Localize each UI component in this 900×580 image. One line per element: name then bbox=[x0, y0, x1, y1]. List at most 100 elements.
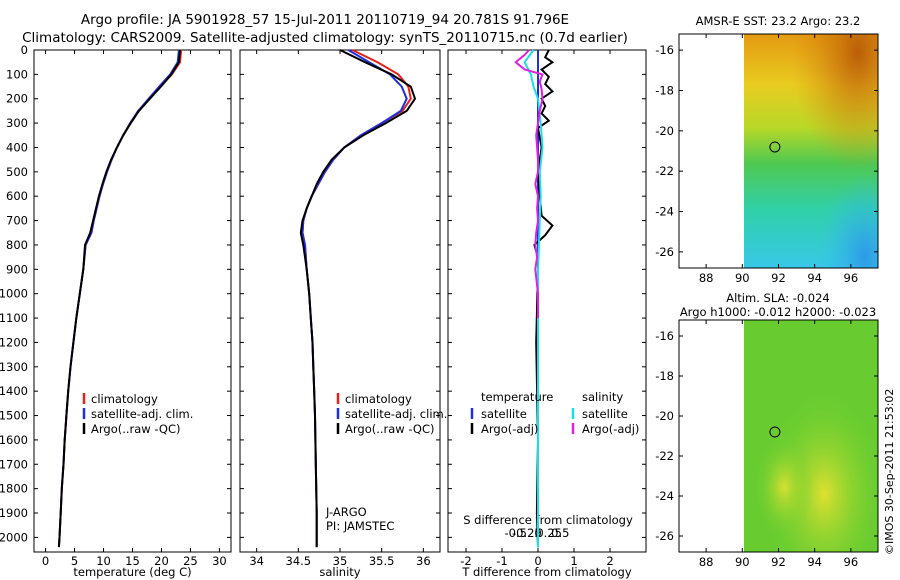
top-tick-label: -0.25 bbox=[512, 526, 542, 540]
map-x-tick-label: 88 bbox=[699, 271, 714, 285]
timestamp-stamp: ©IMOS 30-Sep-2011 21:53:02 bbox=[879, 300, 899, 560]
depth-tick-label: 200 bbox=[6, 92, 28, 106]
depth-tick-label: 0 bbox=[21, 43, 28, 57]
difference-frame bbox=[447, 49, 647, 553]
map-x-tick-label: 96 bbox=[844, 271, 859, 285]
x-tick-label: 34.5 bbox=[286, 554, 312, 568]
legend-label: climatology bbox=[345, 392, 412, 406]
salinity-frame bbox=[239, 49, 441, 553]
legend-label: satellite-adj. clim. bbox=[91, 407, 193, 421]
legend-label: satellite bbox=[481, 407, 527, 421]
depth-tick-label: 1100 bbox=[0, 311, 28, 325]
map-y-tick-label: -24 bbox=[655, 489, 674, 503]
top-tick-label: 0.5 bbox=[551, 526, 569, 540]
map-x-tick-label: 88 bbox=[699, 555, 714, 569]
sla-high-patch-2 bbox=[744, 320, 878, 552]
x-tick-label: -2 bbox=[460, 554, 471, 568]
sla-axes: 88 90 92 94 96 -16 -18 -20 -22 -24 -26 bbox=[655, 320, 878, 569]
sst-map-title: AMSR-E SST: 23.2 Argo: 23.2 bbox=[696, 14, 861, 28]
sst-argo-marker bbox=[769, 141, 781, 153]
top-tick-label: -0.5 bbox=[504, 526, 526, 540]
x-tick-label: 25 bbox=[183, 554, 198, 568]
map-y-tick-label: -24 bbox=[655, 205, 674, 219]
series-line bbox=[301, 49, 408, 548]
depth-tick-label: 1000 bbox=[0, 287, 28, 301]
x-tick-label: 1 bbox=[570, 554, 577, 568]
depth-tick-label: 1200 bbox=[0, 335, 28, 349]
x-tick-label: 15 bbox=[125, 554, 140, 568]
depth-tick-label: 900 bbox=[6, 262, 28, 276]
x-tick-label: 35.5 bbox=[369, 554, 395, 568]
map-y-tick-label: -20 bbox=[655, 409, 674, 423]
legend-label: satellite-adj. clim. bbox=[345, 407, 447, 421]
map-x-tick-label: 92 bbox=[771, 271, 786, 285]
depth-tick-label: 1500 bbox=[0, 409, 28, 423]
legend-label: climatology bbox=[91, 392, 158, 406]
depth-tick-label: 1800 bbox=[0, 482, 28, 496]
map-x-tick-label: 94 bbox=[807, 271, 822, 285]
depth-tick-label: 700 bbox=[6, 214, 28, 228]
map-y-tick-label: -16 bbox=[655, 43, 674, 57]
map-y-tick-label: -26 bbox=[655, 245, 674, 259]
series-line bbox=[57, 49, 180, 548]
x-tick-label: 0 bbox=[534, 554, 541, 568]
top-tick-label: 0.25 bbox=[536, 526, 562, 540]
sla-map: 88 90 92 94 96 -16 -18 -20 -22 -24 -26 bbox=[655, 319, 879, 569]
sla-map-subtitle: Argo h1000: -0.012 h2000: -0.023 bbox=[680, 305, 876, 319]
series-line bbox=[299, 49, 417, 548]
legend-header: salinity bbox=[582, 390, 623, 404]
legend-label: satellite bbox=[582, 407, 628, 421]
map-y-tick-label: -22 bbox=[655, 164, 674, 178]
x-tick-label: 35 bbox=[333, 554, 348, 568]
depth-tick-label: 100 bbox=[6, 67, 28, 81]
map-y-tick-label: -20 bbox=[655, 124, 674, 138]
timestamp-text: ©IMOS 30-Sep-2011 21:53:02 bbox=[883, 389, 896, 555]
depth-tick-label: 1600 bbox=[0, 433, 28, 447]
difference-plot: -2 -1 0 1 2T difference from climatology -0.5… bbox=[460, 49, 639, 579]
legend-label: Argo(..raw -QC) bbox=[345, 422, 435, 436]
top-axis-label: S difference from climatology bbox=[463, 513, 633, 527]
x-axis-label: temperature (deg C) bbox=[73, 565, 191, 579]
depth-tick-label: 1400 bbox=[0, 384, 28, 398]
legend-header: temperature bbox=[481, 390, 553, 404]
sla-no-data bbox=[679, 320, 744, 552]
legend-label: Argo(-adj) bbox=[481, 422, 538, 436]
x-tick-label: 30 bbox=[212, 554, 227, 568]
map-x-tick-label: 96 bbox=[844, 555, 859, 569]
title-line-1: Argo profile: JA 5901928_57 15-Jul-2011 … bbox=[80, 12, 570, 28]
x-tick-label: 34 bbox=[249, 554, 264, 568]
x-tick-label: 36 bbox=[416, 554, 431, 568]
depth-tick-label: 300 bbox=[6, 116, 28, 130]
x-tick-label: 20 bbox=[154, 554, 169, 568]
legend-label: Argo(..raw -QC) bbox=[91, 422, 181, 436]
sst-cool-patch bbox=[744, 34, 878, 268]
map-y-tick-label: -26 bbox=[655, 529, 674, 543]
x-tick-label: 2 bbox=[606, 554, 613, 568]
x-axis-label: salinity bbox=[319, 565, 360, 579]
map-y-tick-label: -18 bbox=[655, 369, 674, 383]
sst-no-data bbox=[679, 34, 744, 268]
sla-map-title: Altim. SLA: -0.024 bbox=[726, 291, 830, 305]
sla-argo-marker bbox=[769, 426, 781, 438]
x-tick-label: -1 bbox=[496, 554, 507, 568]
x-tick-label: 0 bbox=[42, 554, 49, 568]
map-x-tick-label: 94 bbox=[807, 555, 822, 569]
depth-tick-label: 1700 bbox=[0, 457, 28, 471]
salinity-plot: 34 34.5 35 35.5 36 salinity climatologysatelli… bbox=[249, 49, 447, 579]
map-x-tick-label: 92 bbox=[771, 555, 786, 569]
series-line bbox=[301, 49, 412, 548]
sst-map: 88 90 92 94 96 -16 -18 -20 -22 -24 -26 bbox=[655, 33, 879, 285]
depth-tick-label: 500 bbox=[6, 165, 28, 179]
depth-tick-label: 600 bbox=[6, 189, 28, 203]
depth-tick-label: 2000 bbox=[0, 530, 28, 544]
program-annotation: J-ARGO bbox=[325, 505, 367, 519]
series-line bbox=[523, 49, 544, 548]
depth-tick-label: 400 bbox=[6, 140, 28, 154]
map-x-tick-label: 90 bbox=[735, 271, 750, 285]
title-line-2: Climatology: CARS2009. Satellite-adjuste… bbox=[22, 30, 628, 46]
series-line bbox=[514, 49, 544, 319]
x-tick-label: 5 bbox=[71, 554, 78, 568]
map-y-tick-label: -16 bbox=[655, 329, 674, 343]
series-line bbox=[57, 49, 183, 548]
